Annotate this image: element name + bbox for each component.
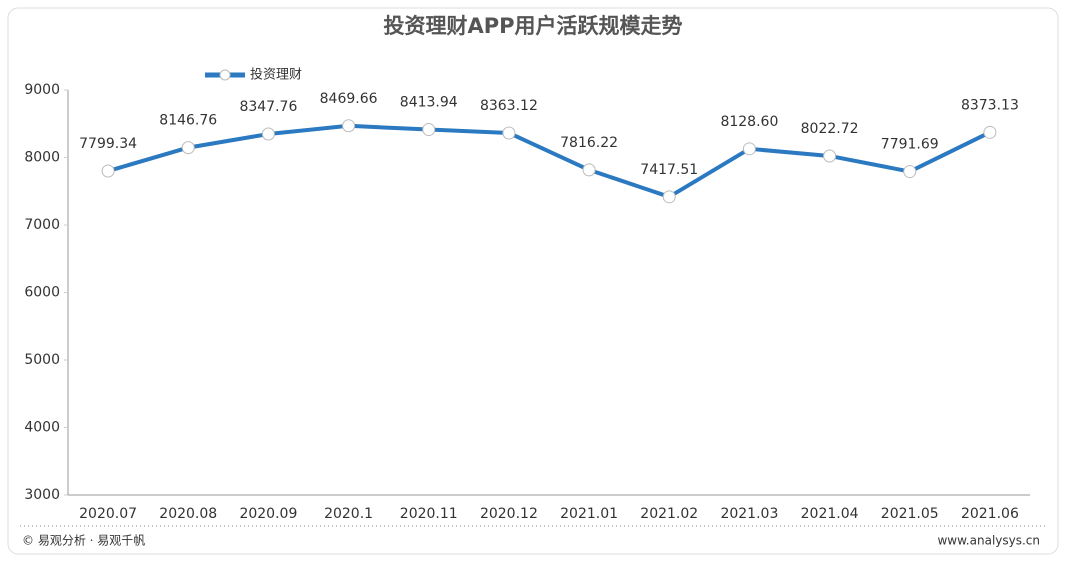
data-label: 8128.60 (720, 114, 778, 130)
x-tick-label: 2020.08 (159, 506, 217, 522)
x-tick-label: 2020.07 (79, 506, 137, 522)
data-label: 8022.72 (801, 121, 859, 137)
y-tick-label: 4000 (24, 420, 60, 436)
x-tick-label: 2021.03 (720, 506, 778, 522)
data-label: 7791.69 (881, 137, 939, 153)
data-label: 7816.22 (560, 135, 618, 151)
data-point (582, 163, 596, 177)
data-label: 8373.13 (961, 97, 1019, 113)
data-label: 8347.76 (239, 99, 297, 115)
data-label: 8413.94 (400, 95, 458, 111)
data-label: 7799.34 (79, 136, 137, 152)
data-label: 8363.12 (480, 98, 538, 114)
data-point (342, 119, 356, 133)
y-tick-label: 9000 (24, 82, 60, 98)
x-tick-label: 2020.09 (239, 506, 297, 522)
data-label: 7417.51 (640, 162, 698, 178)
y-tick-label: 7000 (24, 217, 60, 233)
data-point (181, 141, 195, 155)
data-point (261, 127, 275, 141)
x-tick-label: 2021.04 (801, 506, 859, 522)
data-point (101, 164, 115, 178)
data-point (502, 126, 516, 140)
x-tick-label: 2020.1 (324, 506, 373, 522)
data-point (823, 149, 837, 163)
x-tick-label: 2021.05 (881, 506, 939, 522)
data-point (742, 142, 756, 156)
x-tick-label: 2021.06 (961, 506, 1019, 522)
chart-title: 投资理财APP用户活跃规模走势 (383, 14, 682, 38)
data-label: 8146.76 (159, 113, 217, 129)
frame (7, 7, 1059, 555)
legend-label: 投资理财 (250, 67, 302, 83)
legend-marker (219, 69, 231, 81)
source: © 易观分析 · 易观千帆 (22, 533, 145, 548)
data-point (422, 123, 436, 137)
y-tick-label: 3000 (24, 487, 60, 503)
y-tick-label: 6000 (24, 285, 60, 301)
data-label: 8469.66 (320, 91, 378, 107)
data-point (983, 125, 997, 139)
x-tick-label: 2020.12 (480, 506, 538, 522)
data-point (662, 190, 676, 204)
data-line (107, 123, 991, 199)
x-tick-label: 2020.11 (400, 506, 458, 522)
y-tick-label: 8000 (24, 150, 60, 166)
data-point (903, 165, 917, 179)
website: www.analysys.cn (937, 534, 1040, 548)
y-tick-label: 5000 (24, 352, 60, 368)
x-tick-label: 2021.02 (640, 506, 698, 522)
x-tick-label: 2021.01 (560, 506, 618, 522)
